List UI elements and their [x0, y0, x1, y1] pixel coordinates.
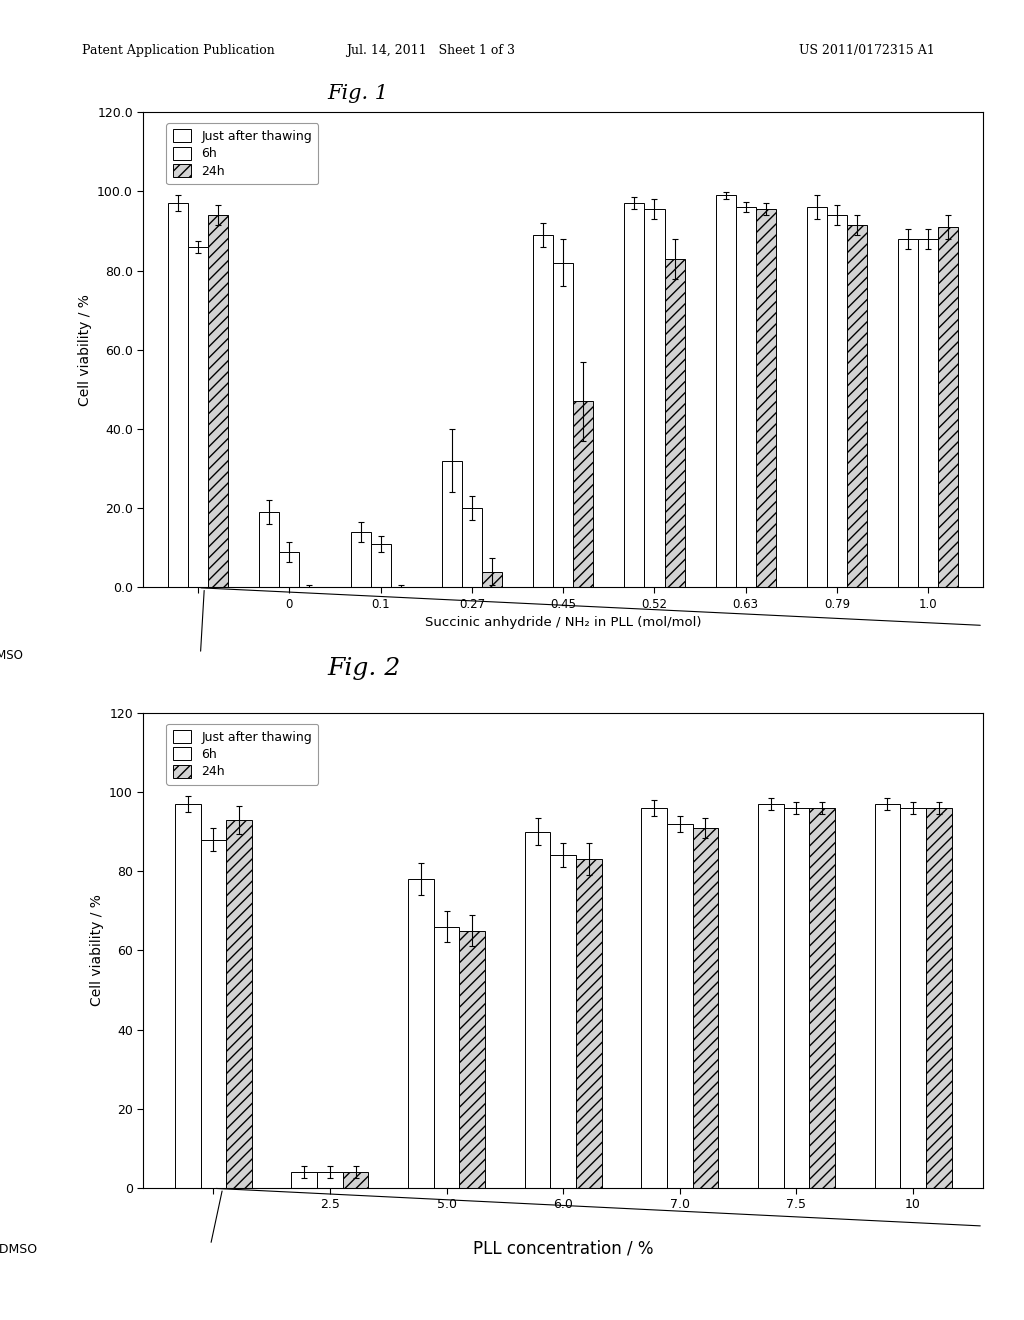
Bar: [926, 808, 951, 1188]
Bar: [208, 215, 228, 587]
Bar: [550, 855, 577, 1188]
Text: Patent Application Publication: Patent Application Publication: [82, 44, 274, 57]
Bar: [847, 224, 867, 587]
Bar: [827, 215, 847, 587]
Bar: [644, 209, 665, 587]
Bar: [201, 840, 226, 1188]
Text: Jul. 14, 2011   Sheet 1 of 3: Jul. 14, 2011 Sheet 1 of 3: [345, 44, 515, 57]
Bar: [434, 927, 460, 1188]
Bar: [534, 235, 553, 587]
Bar: [460, 931, 485, 1188]
Bar: [665, 259, 685, 587]
Bar: [692, 828, 718, 1188]
Bar: [577, 859, 602, 1188]
Bar: [573, 401, 593, 587]
Bar: [259, 512, 280, 587]
Bar: [441, 461, 462, 587]
Bar: [938, 227, 958, 587]
Bar: [350, 532, 371, 587]
Y-axis label: Cell viability / %: Cell viability / %: [89, 895, 103, 1006]
Bar: [553, 263, 573, 587]
X-axis label: PLL concentration / %: PLL concentration / %: [473, 1239, 653, 1257]
Y-axis label: Cell viability / %: Cell viability / %: [78, 294, 91, 405]
Bar: [625, 203, 644, 587]
Bar: [756, 209, 776, 587]
Bar: [462, 508, 482, 587]
Bar: [641, 808, 667, 1188]
Bar: [758, 804, 783, 1188]
Bar: [168, 203, 188, 587]
Bar: [524, 832, 550, 1188]
Bar: [919, 239, 938, 587]
Bar: [188, 247, 208, 587]
Text: Fig. 2: Fig. 2: [328, 657, 401, 680]
Bar: [409, 879, 434, 1188]
Bar: [482, 572, 502, 587]
Bar: [716, 195, 735, 587]
X-axis label: Succinic anhydride / NH₂ in PLL (mol/mol): Succinic anhydride / NH₂ in PLL (mol/mol…: [425, 616, 701, 630]
Bar: [898, 239, 919, 587]
Bar: [175, 804, 201, 1188]
Text: US 2011/0172315 A1: US 2011/0172315 A1: [799, 44, 935, 57]
Bar: [371, 544, 391, 587]
Legend: Just after thawing, 6h, 24h: Just after thawing, 6h, 24h: [167, 723, 318, 784]
Bar: [280, 552, 299, 587]
Bar: [667, 824, 692, 1188]
Text: Fig. 1: Fig. 1: [328, 84, 389, 103]
Bar: [809, 808, 835, 1188]
Bar: [292, 1172, 317, 1188]
Bar: [317, 1172, 343, 1188]
Bar: [900, 808, 926, 1188]
Bar: [874, 804, 900, 1188]
Bar: [807, 207, 827, 587]
Bar: [735, 207, 756, 587]
Bar: [226, 820, 252, 1188]
Bar: [343, 1172, 369, 1188]
Legend: Just after thawing, 6h, 24h: Just after thawing, 6h, 24h: [167, 123, 318, 183]
Text: 10%DMSO: 10%DMSO: [0, 1242, 38, 1255]
Text: 10%DMSO: 10%DMSO: [0, 649, 24, 663]
Bar: [783, 808, 809, 1188]
